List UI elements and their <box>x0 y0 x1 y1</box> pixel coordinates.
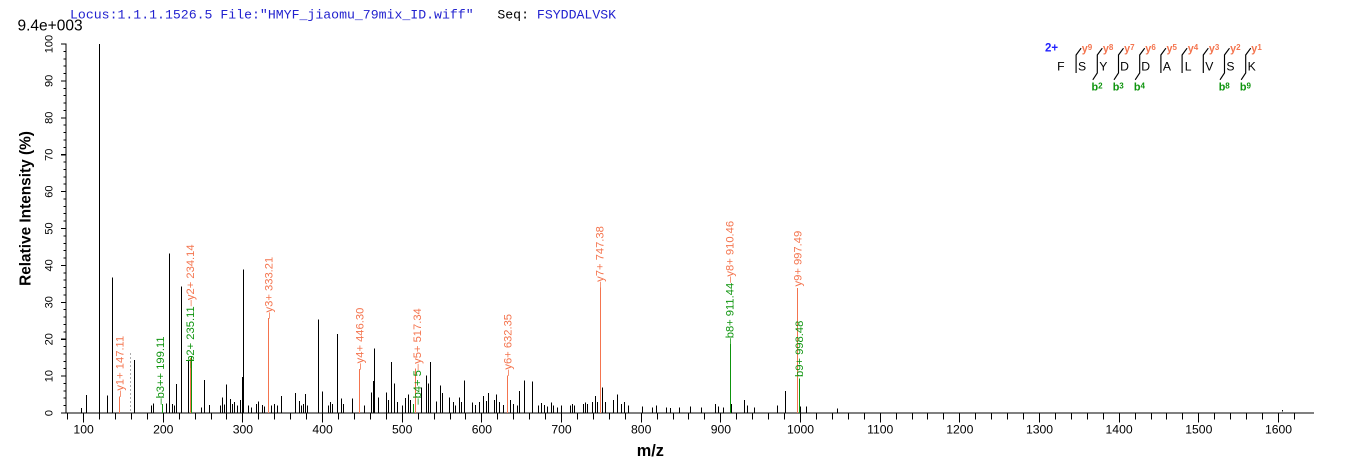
svg-text:100: 100 <box>44 35 56 53</box>
svg-text:y6: y6 <box>1145 43 1156 55</box>
svg-text:y4: y4 <box>1188 43 1199 55</box>
svg-text:–b8+ 911.44–y8+ 910.46: –b8+ 911.44–y8+ 910.46 <box>725 221 737 345</box>
svg-text:–y7+ 747.38: –y7+ 747.38 <box>595 226 607 288</box>
svg-text:400: 400 <box>312 422 333 436</box>
svg-text:50: 50 <box>44 222 56 234</box>
svg-text:y1: y1 <box>1251 43 1262 55</box>
svg-text:y3: y3 <box>1209 43 1220 55</box>
svg-text:1000: 1000 <box>787 422 814 436</box>
svg-text:y9+ 997.49: y9+ 997.49 <box>792 231 804 287</box>
svg-text:30: 30 <box>44 296 56 308</box>
svg-text:800: 800 <box>631 422 652 436</box>
svg-text:F: F <box>1057 60 1064 74</box>
svg-text:1600: 1600 <box>1265 422 1292 436</box>
svg-text:–b3++ 199.11: –b3++ 199.11 <box>155 336 167 404</box>
svg-text:L: L <box>1185 60 1192 74</box>
svg-text:b9+ 998.48: b9+ 998.48 <box>794 321 806 377</box>
svg-text:300: 300 <box>233 422 254 436</box>
svg-text:900: 900 <box>711 422 732 436</box>
svg-text:b9: b9 <box>1240 82 1252 94</box>
svg-text:V: V <box>1205 60 1214 74</box>
svg-text:–y6+ 632.35: –y6+ 632.35 <box>502 314 514 376</box>
svg-text:60: 60 <box>44 185 56 197</box>
svg-text:–y3+ 333.21: –y3+ 333.21 <box>263 257 275 319</box>
svg-text:–y4+ 446.30: –y4+ 446.30 <box>354 308 366 370</box>
svg-text:2+: 2+ <box>1045 43 1058 55</box>
svg-text:m/z: m/z <box>637 442 664 460</box>
svg-text:80: 80 <box>44 112 56 124</box>
svg-text:700: 700 <box>551 422 572 436</box>
svg-text:D: D <box>1120 60 1129 74</box>
svg-text:1100: 1100 <box>867 422 893 436</box>
svg-text:Locus:1.1.1.1526.5 File:"HMYF_: Locus:1.1.1.1526.5 File:"HMYF_jiaomu_79m… <box>70 8 616 23</box>
svg-text:10: 10 <box>44 370 56 382</box>
svg-text:90: 90 <box>44 75 56 87</box>
svg-text:100: 100 <box>73 422 94 436</box>
svg-text:b2: b2 <box>1092 82 1104 94</box>
svg-text:–b2+ 235.11–y2+ 234.14: –b2+ 235.11–y2+ 234.14 <box>185 244 197 368</box>
svg-text:K: K <box>1248 60 1256 74</box>
svg-text:–y1+ 147.11: –y1+ 147.11 <box>114 336 126 397</box>
svg-text:S: S <box>1078 60 1086 74</box>
svg-text:b4: b4 <box>1134 82 1146 94</box>
svg-text:D: D <box>1141 60 1150 74</box>
svg-text:1300: 1300 <box>1026 422 1053 436</box>
svg-text:–b4+ 5–y5+ 517.34: –b4+ 5–y5+ 517.34 <box>412 308 424 404</box>
svg-text:A: A <box>1163 60 1172 74</box>
svg-text:20: 20 <box>44 333 56 345</box>
svg-text:Relative Intensity (%): Relative Intensity (%) <box>18 131 35 286</box>
svg-text:0: 0 <box>44 410 56 416</box>
svg-text:600: 600 <box>472 422 493 436</box>
svg-text:1500: 1500 <box>1185 422 1212 436</box>
svg-text:500: 500 <box>392 422 413 436</box>
svg-text:S: S <box>1226 60 1234 74</box>
svg-text:b8: b8 <box>1219 82 1231 94</box>
svg-text:y2: y2 <box>1230 43 1241 55</box>
svg-text:y5: y5 <box>1167 43 1178 55</box>
svg-text:70: 70 <box>44 149 56 161</box>
svg-text:Y: Y <box>1099 60 1107 74</box>
svg-text:9.4e+003: 9.4e+003 <box>18 18 83 35</box>
svg-text:40: 40 <box>44 259 56 271</box>
svg-text:1400: 1400 <box>1106 422 1133 436</box>
svg-text:1200: 1200 <box>946 422 973 436</box>
svg-text:y9: y9 <box>1082 43 1093 55</box>
svg-text:y8: y8 <box>1103 43 1114 55</box>
svg-text:y7: y7 <box>1124 43 1135 55</box>
svg-text:b3: b3 <box>1113 82 1125 94</box>
svg-text:200: 200 <box>153 422 174 436</box>
